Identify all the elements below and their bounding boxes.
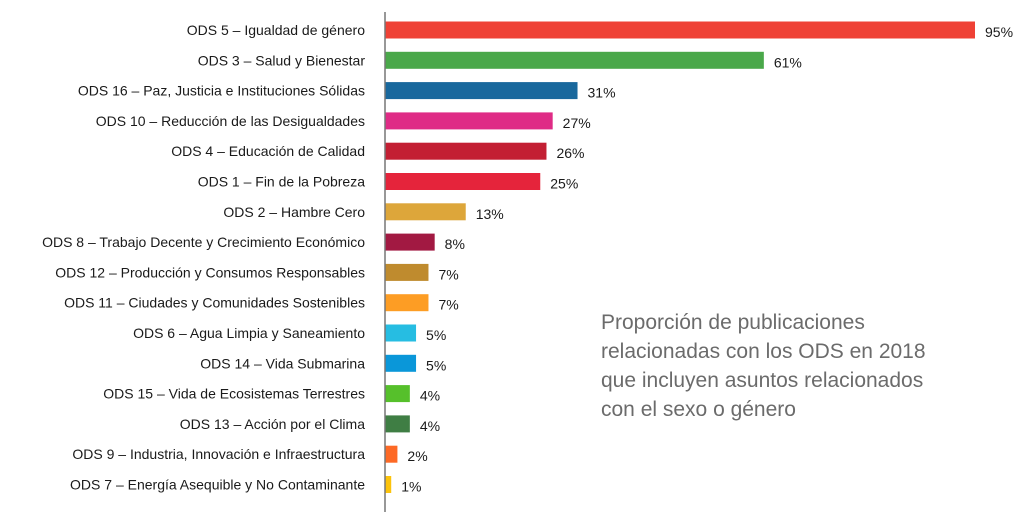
category-label: ODS 12 – Producción y Consumos Responsab… xyxy=(55,264,365,280)
category-label: ODS 11 – Ciudades y Comunidades Sostenib… xyxy=(64,295,365,311)
value-label: 26% xyxy=(556,145,584,161)
category-label: ODS 14 – Vida Submarina xyxy=(200,355,365,371)
category-label: ODS 3 – Salud y Bienestar xyxy=(198,52,366,68)
category-label: ODS 9 – Industria, Innovación e Infraest… xyxy=(72,446,365,462)
bar xyxy=(385,21,975,39)
bar xyxy=(385,445,398,463)
category-labels: ODS 5 – Igualdad de género ODS 3 – Salud … xyxy=(42,22,365,493)
value-label: 95% xyxy=(985,24,1013,40)
category-label: ODS 2 – Hambre Cero xyxy=(223,204,365,220)
value-labels: 95% 61% 31% 27% 26% 25% 13% 8% 7% 7% 5% 5% 4% 4% 2% 1% xyxy=(401,24,1013,495)
value-label: 61% xyxy=(774,54,802,70)
value-label: 8% xyxy=(445,236,465,252)
value-label: 4% xyxy=(420,418,440,434)
value-label: 7% xyxy=(438,266,458,282)
bar xyxy=(385,263,429,281)
value-label: 13% xyxy=(476,206,504,222)
value-label: 2% xyxy=(407,448,427,464)
bar xyxy=(385,142,547,160)
category-label: ODS 5 – Igualdad de género xyxy=(187,22,365,38)
bar xyxy=(385,112,553,130)
category-label: ODS 4 – Educación de Calidad xyxy=(171,143,365,159)
category-label: ODS 15 – Vida de Ecosistemas Terrestres xyxy=(103,386,365,402)
category-label: ODS 8 – Trabajo Decente y Crecimiento Ec… xyxy=(42,234,365,250)
bars xyxy=(385,21,975,493)
value-label: 1% xyxy=(401,479,421,495)
annotation-line-4: con el sexo o género xyxy=(601,398,796,421)
value-label: 5% xyxy=(426,327,446,343)
value-label: 25% xyxy=(550,176,578,192)
annotation-line-3: que incluyen asuntos relacionados xyxy=(601,369,924,392)
bar xyxy=(385,51,764,69)
value-label: 4% xyxy=(420,388,440,404)
bar xyxy=(385,173,541,190)
category-label: ODS 6 – Agua Limpia y Saneamiento xyxy=(133,325,365,341)
bar xyxy=(385,415,410,433)
category-label: ODS 16 – Paz, Justicia e Instituciones S… xyxy=(78,83,365,99)
bar xyxy=(385,476,392,493)
category-label: ODS 1 – Fin de la Pobreza xyxy=(198,174,366,190)
value-label: 27% xyxy=(563,115,591,131)
annotation-line-2: relacionadas con los ODS en 2018 xyxy=(601,340,926,363)
bar xyxy=(385,294,429,312)
bar xyxy=(385,233,435,251)
bar xyxy=(385,203,466,221)
bar xyxy=(385,385,410,403)
category-label: ODS 7 – Energía Asequible y No Contamina… xyxy=(70,477,365,493)
category-label: ODS 10 – Reducción de las Desigualdades xyxy=(96,113,365,129)
bar xyxy=(385,82,578,100)
value-label: 5% xyxy=(426,357,446,373)
category-label: ODS 13 – Acción por el Clima xyxy=(180,416,365,432)
annotation-line-1: Proporción de publicaciones xyxy=(601,311,865,334)
value-label: 7% xyxy=(438,297,458,313)
chart-annotation: Proporción de publicaciones relacionadas… xyxy=(601,308,1011,424)
bar xyxy=(385,354,417,372)
value-label: 31% xyxy=(588,85,616,101)
bar xyxy=(385,324,417,342)
